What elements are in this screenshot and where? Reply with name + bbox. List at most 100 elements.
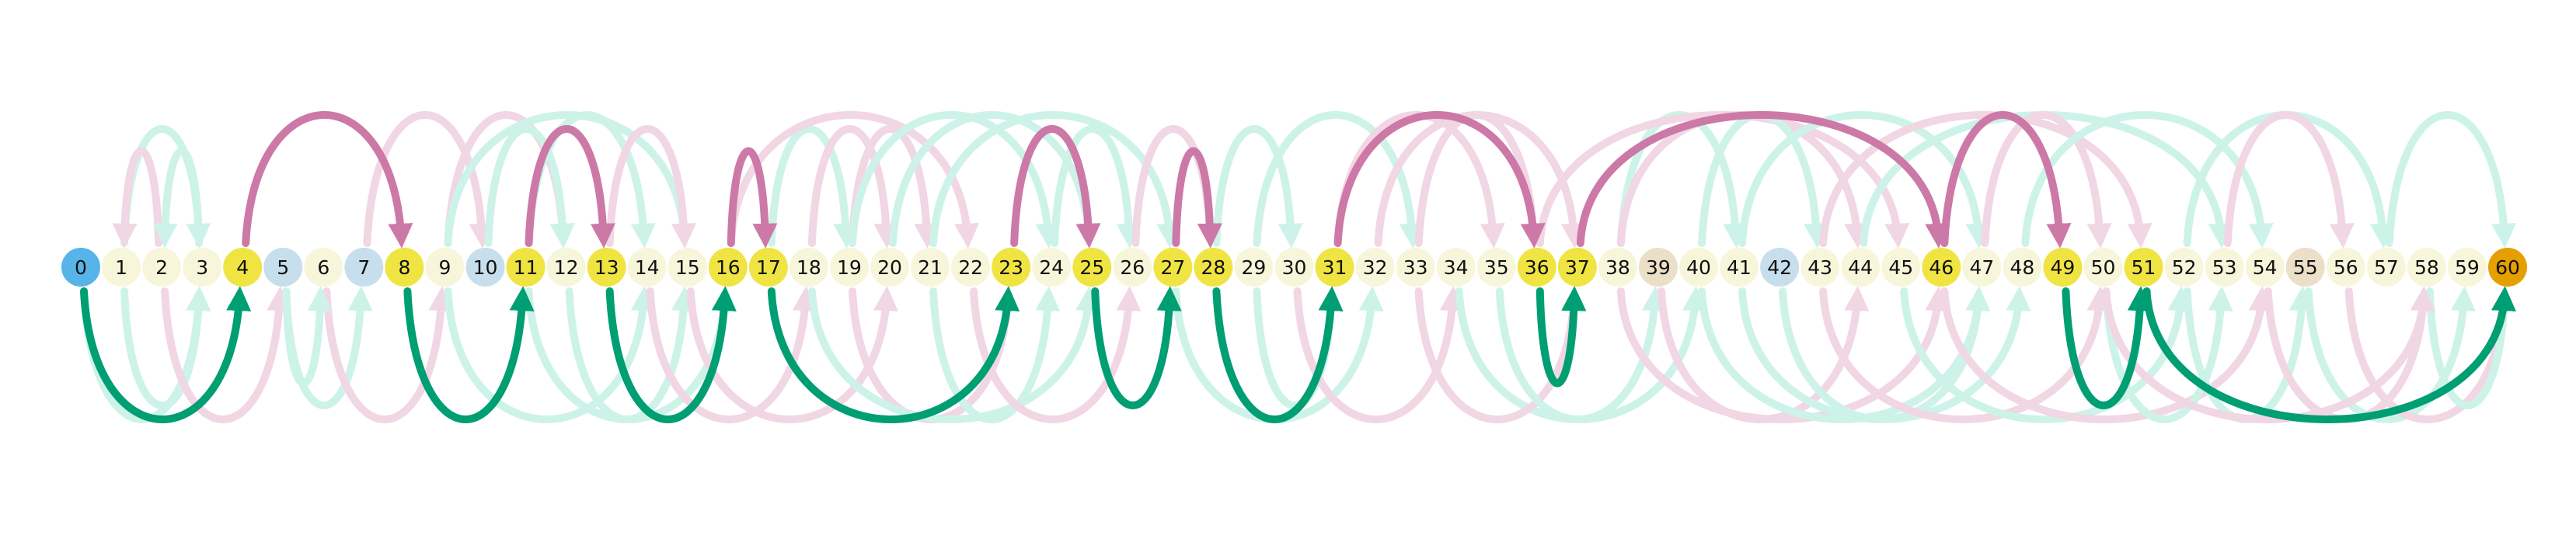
- node-label: 26: [1120, 256, 1145, 279]
- node-circle: [1557, 248, 1597, 287]
- node-circle: [1476, 248, 1516, 287]
- faded-edge-50-53: [2102, 286, 2233, 423]
- node-15: 15: [668, 248, 707, 287]
- node-25: 25: [1072, 248, 1112, 287]
- node-label: 22: [958, 256, 983, 279]
- node-16: 16: [708, 248, 748, 287]
- node-51: 51: [2124, 248, 2163, 287]
- node-circle: [1234, 248, 1274, 287]
- node-28: 28: [1194, 248, 1233, 287]
- node-24: 24: [1032, 248, 1072, 287]
- faded-edge-0-3: [80, 286, 211, 423]
- node-label: 53: [2212, 256, 2237, 279]
- faded-edge-9-15: [444, 111, 696, 249]
- faded-edge-2-1: [112, 147, 163, 249]
- node-circle: [1922, 248, 1961, 287]
- node-circle: [2366, 248, 2406, 287]
- faded-edge-19-24: [848, 111, 1061, 249]
- node-circle: [546, 248, 586, 287]
- node-circle: [465, 248, 505, 287]
- node-55: 55: [2285, 248, 2325, 287]
- node-circle: [1881, 248, 1921, 287]
- node-label: 10: [473, 256, 498, 279]
- path-edge-8-11: [403, 286, 535, 423]
- node-4: 4: [223, 248, 263, 287]
- path-edge-36-37: [1535, 286, 1587, 388]
- faded-edge-56-60: [2344, 286, 2516, 423]
- node-label: 25: [1079, 256, 1104, 279]
- faded-edge-45-52: [1900, 286, 2193, 423]
- node-circle: [506, 248, 546, 287]
- path-edge-16-17: [727, 147, 778, 249]
- nodes: 0 1 2 3 4 5 6 7 8 9 10 11 12 13 14 15 16 17 18 19 20 21 22 23 24…: [61, 248, 2527, 287]
- faded-edge-9-14: [444, 286, 656, 423]
- faded-edge-11-16: [525, 286, 737, 423]
- path-edge-0-4: [80, 286, 252, 423]
- node-circle: [1113, 248, 1152, 287]
- node-circle: [2285, 248, 2325, 287]
- faded-edge-29-33: [1253, 111, 1424, 249]
- node-circle: [1194, 248, 1233, 287]
- node-48: 48: [2003, 248, 2042, 287]
- node-label: 40: [1686, 256, 1711, 279]
- node-label: 36: [1525, 256, 1549, 279]
- node-circle: [2124, 248, 2163, 287]
- node-circle: [1315, 248, 1354, 287]
- node-50: 50: [2083, 248, 2123, 287]
- node-circle: [911, 248, 950, 287]
- node-35: 35: [1476, 248, 1516, 287]
- faded-edge-24-26: [1051, 125, 1142, 249]
- node-circle: [1396, 248, 1435, 287]
- node-circle: [2326, 248, 2365, 287]
- node-circle: [2043, 248, 2083, 287]
- node-19: 19: [829, 248, 869, 287]
- node-label: 5: [277, 256, 289, 279]
- node-22: 22: [951, 248, 991, 287]
- node-circle: [2245, 248, 2285, 287]
- node-7: 7: [344, 248, 384, 287]
- node-label: 55: [2293, 256, 2318, 279]
- path-edge-37-46: [1576, 111, 1950, 249]
- node-label: 43: [1807, 256, 1832, 279]
- node-circle: [992, 248, 1031, 287]
- node-circle: [1517, 248, 1556, 287]
- node-label: 27: [1160, 256, 1185, 279]
- faded-edge-15-20: [686, 286, 898, 423]
- node-13: 13: [587, 248, 626, 287]
- node-label: 48: [2010, 256, 2034, 279]
- node-40: 40: [1679, 248, 1718, 287]
- node-44: 44: [1841, 248, 1881, 287]
- node-circle: [1072, 248, 1112, 287]
- faded-edge-38-46: [1616, 286, 1950, 423]
- node-circle: [1274, 248, 1314, 287]
- node-circle: [2164, 248, 2204, 287]
- node-label: 12: [554, 256, 579, 279]
- node-circle: [587, 248, 626, 287]
- faded-edge-55-59: [2304, 286, 2476, 423]
- faded-edge-47-50: [1981, 111, 2112, 249]
- faded-edge-33-37: [1414, 286, 1586, 423]
- node-label: 44: [1848, 256, 1873, 279]
- faded-edge-30-34: [1293, 286, 1465, 423]
- node-32: 32: [1355, 248, 1395, 287]
- node-11: 11: [506, 248, 546, 287]
- node-label: 28: [1201, 256, 1225, 279]
- node-6: 6: [304, 248, 343, 287]
- faded-edge-14-18: [646, 286, 817, 423]
- node-label: 16: [716, 256, 741, 279]
- node-label: 56: [2334, 256, 2358, 279]
- node-label: 4: [236, 256, 249, 279]
- node-circle: [223, 248, 263, 287]
- faded-edge-10-12: [484, 125, 575, 249]
- node-58: 58: [2407, 248, 2446, 287]
- node-2: 2: [142, 248, 182, 287]
- node-circle: [1355, 248, 1395, 287]
- node-circle: [708, 248, 748, 287]
- node-label: 19: [837, 256, 862, 279]
- faded-edge-28-30: [1212, 125, 1303, 249]
- node-circle: [1841, 248, 1881, 287]
- node-56: 56: [2326, 248, 2365, 287]
- node-17: 17: [748, 248, 788, 287]
- node-49: 49: [2043, 248, 2083, 287]
- node-10: 10: [465, 248, 505, 287]
